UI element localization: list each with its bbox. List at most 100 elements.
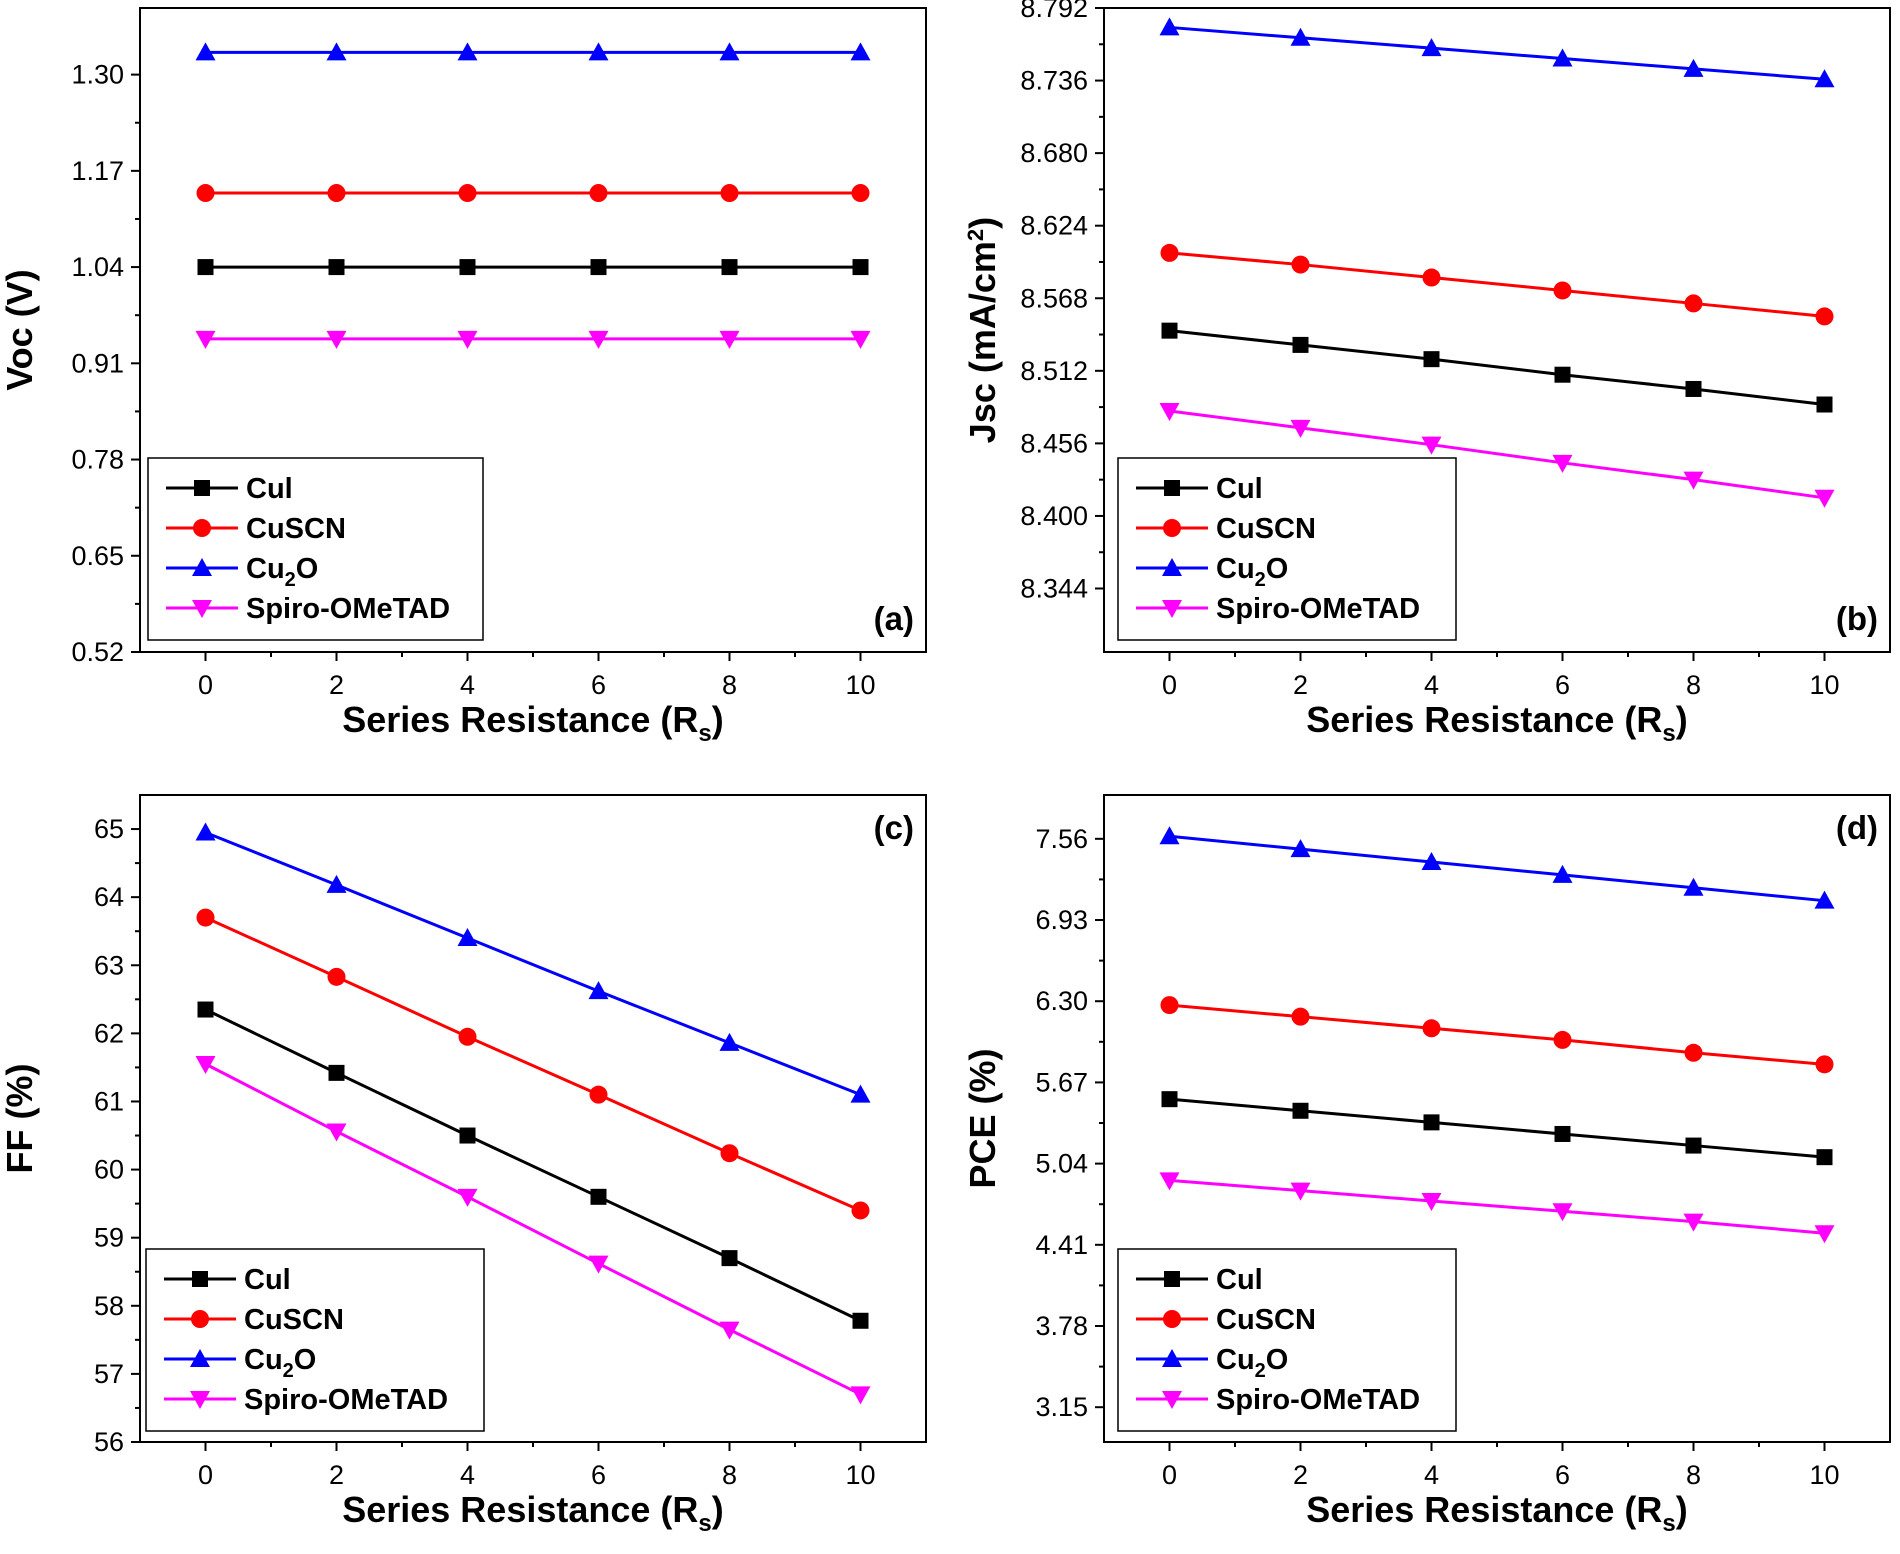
legend-marker [190, 1349, 210, 1367]
data-point [1423, 351, 1440, 368]
x-axis-title: Series Resistance (Rs) [342, 699, 724, 747]
data-point [1159, 402, 1180, 421]
data-point [1554, 366, 1571, 383]
data-point [1683, 58, 1704, 77]
legend-label: CuSCN [246, 513, 346, 545]
data-point [457, 42, 478, 61]
data-point [1161, 1091, 1178, 1108]
x-tick-label: 8 [1686, 670, 1701, 700]
series-cu2o [1159, 826, 1835, 909]
y-tick-label: 6.30 [1035, 986, 1088, 1016]
data-point [1553, 281, 1572, 300]
y-tick-label: 8.344 [1020, 574, 1088, 604]
data-point [1292, 336, 1309, 353]
series-cuscn [196, 908, 870, 1220]
x-tick-label: 6 [1555, 1460, 1570, 1490]
legend-marker [190, 1391, 210, 1409]
data-point [195, 330, 216, 349]
data-point [1421, 852, 1442, 871]
data-point [195, 42, 216, 61]
y-tick-label: 65 [94, 814, 124, 844]
data-point [719, 42, 740, 61]
y-axis-title: FF (%) [0, 1064, 40, 1174]
data-point [852, 259, 869, 276]
data-point [1552, 454, 1573, 473]
data-point [1552, 864, 1573, 883]
legend-label: Cul [246, 473, 293, 505]
data-point [458, 184, 477, 203]
y-tick-label: 8.568 [1020, 283, 1088, 313]
data-point [326, 874, 347, 893]
series-cuscn [1160, 996, 1834, 1074]
legend-marker [1164, 1271, 1180, 1287]
data-point [457, 330, 478, 349]
data-point [852, 1312, 869, 1329]
data-point [1159, 1172, 1180, 1191]
legend-label: Spiro-OMeTAD [1216, 593, 1420, 625]
legend-marker [1163, 1310, 1181, 1328]
x-tick-label: 10 [1809, 670, 1839, 700]
data-point [326, 42, 347, 61]
y-tick-label: 8.680 [1020, 138, 1088, 168]
data-point [588, 981, 609, 1000]
data-point [195, 822, 216, 841]
y-tick-label: 6.93 [1035, 905, 1088, 935]
data-point [1160, 996, 1179, 1015]
series-line [204, 831, 862, 1097]
x-tick-label: 4 [460, 1460, 475, 1490]
data-point [1422, 1019, 1441, 1038]
x-tick-label: 2 [1293, 1460, 1308, 1490]
data-point [1159, 826, 1180, 845]
series-line [1169, 409, 1825, 500]
legend-marker [1163, 519, 1181, 537]
y-tick-label: 5.04 [1035, 1149, 1088, 1179]
series-cui [1161, 322, 1833, 413]
y-tick-label: 56 [94, 1427, 124, 1457]
y-tick-label: 5.67 [1035, 1067, 1088, 1097]
y-tick-label: 8.736 [1020, 66, 1088, 96]
data-point [1816, 1149, 1833, 1166]
x-tick-label: 4 [460, 670, 475, 700]
x-tick-label: 2 [329, 1460, 344, 1490]
legend-marker [192, 1271, 208, 1287]
series-cu2o [195, 822, 871, 1103]
data-point [719, 1032, 740, 1051]
data-point [195, 1056, 216, 1075]
chart-panel-a: 0.52 0.65 0.78 0.91 1.04 1.17 1.30 0 2 4 6 8 10 Serie… [0, 7, 927, 747]
panel-label: (a) [874, 600, 914, 637]
data-point [327, 967, 346, 986]
data-point [720, 184, 739, 203]
data-point [457, 928, 478, 947]
data-point [588, 42, 609, 61]
data-point [590, 1188, 607, 1205]
data-point [1290, 27, 1311, 46]
series-line [204, 916, 862, 1212]
series-cuscn [1160, 243, 1834, 326]
x-tick-label: 4 [1424, 1460, 1439, 1490]
y-tick-label: 8.792 [1020, 0, 1088, 23]
x-tick-label: 10 [845, 670, 875, 700]
data-point [326, 330, 347, 349]
legend-marker [1162, 1349, 1182, 1367]
series-cu2o [195, 42, 871, 61]
data-point [850, 1084, 871, 1103]
x-axis-title: Series Resistance (Rs) [342, 1489, 724, 1537]
data-point [197, 1001, 214, 1018]
y-tick-label: 1.30 [71, 60, 124, 90]
legend-label: Spiro-OMeTAD [1216, 1384, 1420, 1416]
data-point [1290, 1182, 1311, 1201]
y-tick-label: 7.56 [1035, 824, 1088, 854]
x-tick-label: 8 [1686, 1460, 1701, 1490]
y-tick-label: 8.456 [1020, 428, 1088, 458]
data-point [1815, 307, 1834, 326]
legend-label: Cu2O [244, 1344, 316, 1382]
x-tick-label: 6 [1555, 670, 1570, 700]
y-tick-label: 58 [94, 1291, 124, 1321]
series-line [204, 1062, 862, 1396]
data-point [1814, 890, 1835, 909]
y-axis-title: Voc (V) [0, 269, 40, 390]
chart-panel-b: 8.344 8.400 8.456 8.512 8.568 8.624 8.680 8.736… [962, 0, 1891, 747]
